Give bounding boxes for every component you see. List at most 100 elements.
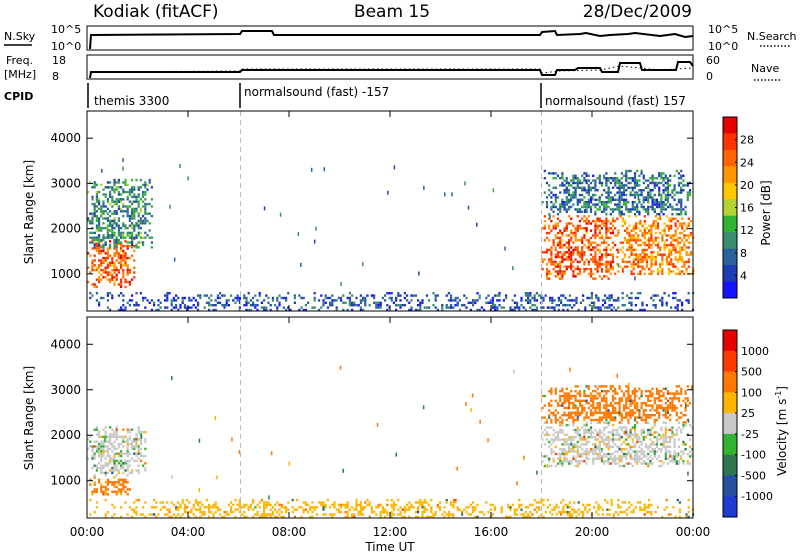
velocity-cell: [559, 462, 562, 465]
power-cell: [236, 299, 239, 302]
power-cell: [117, 238, 120, 242]
power-cell: [98, 190, 101, 194]
velocity-cbar-swatch: [723, 454, 737, 476]
power-cell: [106, 306, 109, 309]
power-cell: [543, 251, 546, 254]
velocity-cell: [111, 481, 114, 484]
power-cell: [561, 201, 564, 204]
power-cell: [643, 248, 646, 252]
velocity-cell: [126, 481, 129, 484]
velocity-cell: [565, 418, 568, 422]
power-cell: [594, 222, 597, 225]
power-cell: [109, 193, 112, 196]
velocity-cell: [595, 510, 598, 514]
power-cell: [93, 231, 96, 235]
power-cell: [614, 203, 617, 206]
power-cell: [658, 191, 661, 194]
power-cell: [175, 299, 178, 302]
power-cell: [572, 260, 575, 264]
power-cell: [611, 219, 615, 223]
power-cell: [663, 231, 666, 235]
power-cell: [592, 255, 595, 259]
power-cell: [682, 184, 685, 187]
power-cell: [113, 243, 116, 247]
velocity-cell: [542, 515, 545, 519]
velocity-cell: [592, 448, 595, 451]
power-cell: [545, 181, 549, 185]
velocity-cell: [102, 450, 105, 453]
power-cell: [113, 181, 116, 184]
power-cell: [111, 212, 114, 215]
power-cell: [670, 243, 673, 247]
power-cell: [395, 304, 398, 307]
velocity-cell: [603, 416, 606, 419]
power-cell: [645, 239, 649, 242]
power-cell: [120, 254, 123, 257]
power-cell: [650, 265, 653, 268]
power-cell: [95, 236, 98, 239]
velocity-cell: [636, 436, 639, 439]
velocity-cell: [562, 508, 565, 511]
power-cell: [512, 266, 514, 271]
power-cell: [633, 174, 637, 177]
power-cell: [95, 268, 98, 272]
power-cell: [113, 200, 116, 203]
x-tick-label: 12:00: [373, 525, 408, 539]
velocity-cell: [629, 452, 632, 456]
power-cell: [106, 181, 109, 184]
power-cell: [100, 214, 103, 218]
power-cell: [100, 261, 103, 265]
velocity-cell: [89, 498, 92, 502]
power-cell: [623, 229, 627, 232]
power-cell: [681, 239, 684, 242]
power-cell: [124, 306, 127, 309]
velocity-cell: [126, 466, 129, 470]
power-cell: [122, 158, 124, 162]
power-cell: [648, 243, 651, 247]
power-cell: [399, 306, 402, 309]
power-cell: [649, 189, 652, 192]
power-cell: [166, 294, 169, 297]
power-cell: [592, 174, 595, 177]
power-cell: [628, 236, 631, 240]
power-cell: [625, 189, 628, 192]
power-cell: [605, 224, 608, 228]
power-cell: [652, 255, 655, 259]
power-cell: [106, 247, 109, 250]
velocity-cell: [616, 428, 619, 432]
velocity-cell: [669, 445, 672, 448]
power-cell: [603, 222, 606, 225]
power-cell: [190, 306, 193, 309]
power-cell: [609, 248, 612, 252]
velocity-cell: [403, 506, 406, 509]
power-cell: [633, 177, 637, 180]
power-cell: [605, 213, 608, 216]
velocity-cell: [230, 510, 233, 514]
velocity-cell: [638, 397, 641, 400]
velocity-cell: [640, 418, 643, 422]
power-cell: [556, 263, 560, 266]
power-cell: [614, 172, 617, 175]
power-cell: [554, 270, 557, 273]
velocity-cell: [100, 442, 103, 446]
power-cell: [494, 294, 497, 297]
velocity-cell: [627, 390, 630, 393]
power-cell: [628, 301, 631, 304]
power-cell: [120, 200, 123, 203]
velocity-cell: [100, 450, 103, 453]
power-cell: [554, 246, 557, 249]
velocity-cell: [567, 438, 571, 441]
power-cell: [310, 167, 313, 172]
velocity-cell: [614, 406, 617, 410]
velocity-cell: [629, 455, 632, 458]
velocity-cell: [524, 510, 527, 514]
velocity-cell: [614, 428, 617, 432]
power-cell: [552, 203, 555, 206]
power-cell: [548, 270, 551, 273]
power-cell: [567, 222, 571, 225]
velocity-cell: [443, 506, 446, 509]
velocity-cell: [653, 448, 656, 451]
velocity-cell: [651, 448, 654, 451]
power-cell: [535, 299, 538, 302]
power-cell: [655, 177, 659, 180]
